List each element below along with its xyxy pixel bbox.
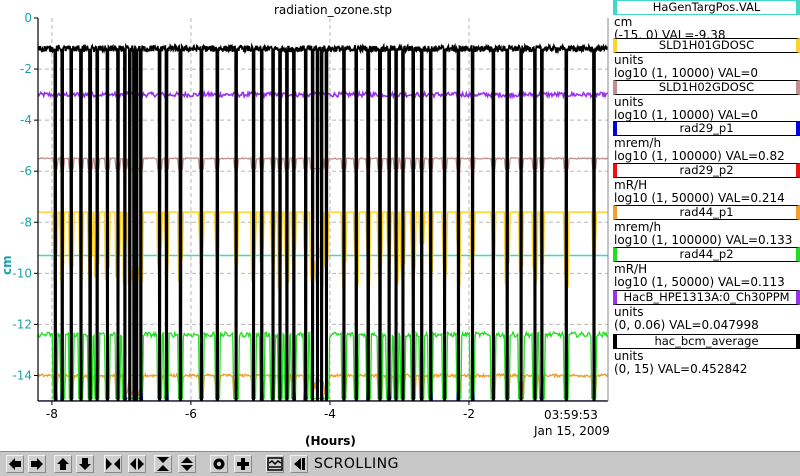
x-tick-label: -6	[185, 407, 197, 421]
scroll-end-icon	[294, 458, 305, 470]
crosshair-button[interactable]	[234, 455, 252, 473]
plot-title: radiation_ozone.stp	[274, 3, 392, 17]
legend-item-units: cm	[614, 15, 633, 29]
scroll-down-button[interactable]	[76, 455, 94, 473]
y-tick-label: -4	[20, 113, 32, 127]
y-tick-label: -8	[20, 215, 32, 229]
compress-vertical-icon	[181, 457, 193, 471]
record-icon	[213, 458, 225, 470]
expand-vertical-icon	[157, 457, 169, 471]
legend-item-range: log10 (1, 50000) VAL=0.113	[614, 275, 785, 289]
y-axis-label: cm	[0, 255, 14, 275]
series-group	[38, 42, 608, 401]
crosshair-icon	[237, 458, 249, 470]
y-tick-label: -10	[12, 266, 32, 280]
scroll-to-end-button[interactable]	[290, 455, 308, 473]
legend-item-name[interactable]: rad29_p2	[613, 163, 800, 178]
compress-horizontal-icon	[130, 458, 144, 470]
legend-item-range: log10 (1, 10000) VAL=0	[614, 108, 759, 122]
y-tick-label: -12	[12, 317, 32, 331]
legend-item-units: mR/H	[614, 262, 648, 276]
plot-area[interactable]: 0 -2 -4 -6 -8 -10 -12 -14 -8 -6 -4 -2	[0, 0, 800, 451]
legend-item-range: (0, 0.06) VAL=0.047998	[614, 318, 759, 332]
y-tick-label: -2	[20, 62, 32, 76]
legend-item-name[interactable]: rad29_p1	[613, 121, 800, 136]
scroll-up-button[interactable]	[54, 455, 72, 473]
legend-item-name[interactable]: rad44_p1	[613, 205, 800, 220]
arrow-down-icon	[79, 458, 91, 470]
legend-item-range: log10 (1, 100000) VAL=0.133	[614, 233, 793, 247]
expand-horizontal-icon	[106, 458, 120, 470]
legend-item-range: log10 (1, 10000) VAL=0	[614, 66, 759, 80]
legend-item-name[interactable]: SLD1H01GDOSC	[613, 38, 800, 53]
zoom-out-vertical-button[interactable]	[178, 455, 196, 473]
current-time: 03:59:53	[544, 408, 598, 422]
legend-item-name[interactable]: rad44_p2	[613, 247, 800, 262]
x-tick-label: -4	[324, 407, 336, 421]
mode-indicator: SCROLLING	[314, 456, 399, 472]
x-tick-label: -2	[463, 407, 475, 421]
zoom-out-horizontal-button[interactable]	[128, 455, 146, 473]
legend-item-units: units	[614, 53, 644, 67]
y-tick-label: -6	[20, 164, 32, 178]
legend-item-range: log10 (1, 100000) VAL=0.82	[614, 149, 785, 163]
zoom-in-vertical-button[interactable]	[154, 455, 172, 473]
legend-item-units: mrem/h	[614, 136, 662, 150]
toolbar: SCROLLING	[0, 451, 800, 476]
zoom-in-horizontal-button[interactable]	[104, 455, 122, 473]
x-tick-label: -8	[46, 407, 58, 421]
legend-item-range: log10 (1, 50000) VAL=0.214	[614, 191, 785, 205]
legend-item-units: mrem/h	[614, 220, 662, 234]
x-axis-label: (Hours)	[305, 434, 356, 448]
legend-item-name[interactable]: SLD1H02GDOSC	[613, 80, 800, 95]
arrow-right-icon	[31, 458, 43, 470]
scroll-right-button[interactable]	[28, 455, 46, 473]
legend-item-name[interactable]: HacB_HPE1313A:0_Ch30PPM	[613, 290, 800, 305]
record-button[interactable]	[210, 455, 228, 473]
legend-item-units: units	[614, 305, 644, 319]
autoscale-button[interactable]	[266, 455, 284, 473]
arrow-left-icon	[9, 458, 21, 470]
legend-item-units: units	[614, 95, 644, 109]
arrow-up-icon	[57, 458, 69, 470]
scroll-left-button[interactable]	[6, 455, 24, 473]
current-date: Jan 15, 2009	[534, 424, 610, 438]
legend-item-units: units	[614, 349, 644, 363]
legend-item-range: (0, 15) VAL=0.452842	[614, 362, 748, 376]
y-tick-label: 0	[24, 11, 32, 25]
legend-item-name[interactable]: hac_bcm_average	[613, 334, 800, 349]
legend-item-name[interactable]: HaGenTargPos.VAL	[613, 0, 800, 15]
autoscale-icon	[267, 457, 283, 471]
y-tick-label: -14	[12, 368, 32, 382]
legend-item-units: mR/H	[614, 178, 648, 192]
